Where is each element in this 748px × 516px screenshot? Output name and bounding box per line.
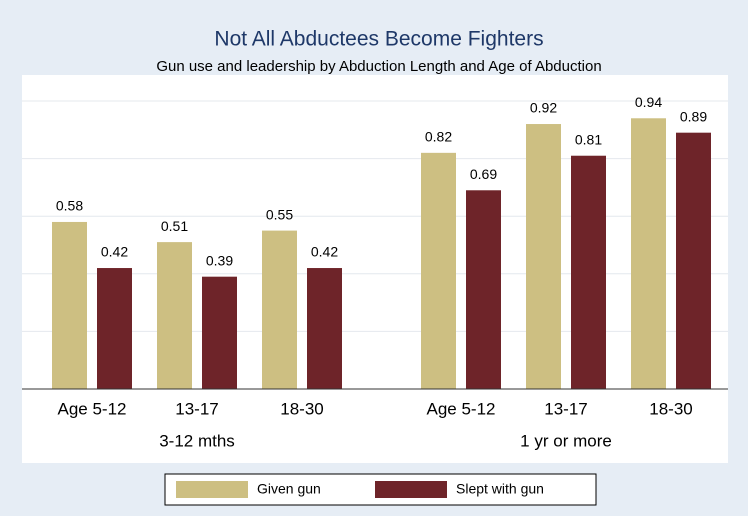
legend-swatch (176, 481, 248, 498)
bar (466, 190, 501, 389)
x-tick-label: 18-30 (649, 399, 692, 418)
value-label: 0.94 (635, 94, 662, 110)
value-label: 0.51 (161, 218, 188, 234)
x-tick-label: Age 5-12 (58, 399, 127, 418)
bar (307, 268, 342, 389)
bar (421, 152, 456, 389)
group-label: 1 yr or more (520, 431, 612, 450)
bar (97, 268, 132, 389)
value-label: 0.55 (266, 206, 293, 222)
x-tick-label: Age 5-12 (427, 399, 496, 418)
x-tick-label: 18-30 (280, 399, 323, 418)
value-label: 0.69 (470, 166, 497, 182)
value-label: 0.92 (530, 100, 557, 116)
bar (526, 124, 561, 389)
bar (52, 221, 87, 389)
legend-swatch (375, 481, 447, 498)
bar (202, 276, 237, 389)
group-label: 3-12 mths (159, 431, 235, 450)
value-label: 0.58 (56, 198, 83, 214)
chart-title: Not All Abductees Become Fighters (214, 28, 543, 51)
value-label: 0.81 (575, 131, 602, 147)
value-label: 0.39 (206, 252, 233, 268)
value-label: 0.82 (425, 129, 452, 145)
legend-label: Given gun (257, 481, 321, 497)
x-tick-label: 13-17 (175, 399, 218, 418)
value-label: 0.89 (680, 108, 707, 124)
value-label: 0.42 (311, 244, 338, 260)
bar (157, 242, 192, 389)
bar (631, 118, 666, 389)
bar (571, 155, 606, 389)
legend-label: Slept with gun (456, 481, 544, 497)
bar (262, 230, 297, 389)
x-tick-label: 13-17 (544, 399, 587, 418)
chart-subtitle: Gun use and leadership by Abduction Leng… (156, 58, 601, 75)
value-label: 0.42 (101, 244, 128, 260)
plot-region (22, 75, 728, 463)
bar (676, 132, 711, 389)
